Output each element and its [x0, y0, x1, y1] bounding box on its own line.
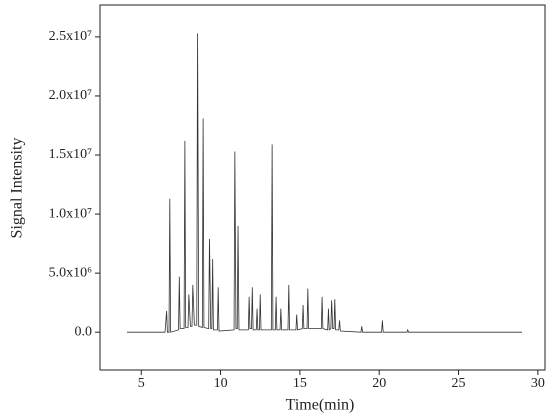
y-tick-label: 1.5x10⁷ — [49, 147, 93, 162]
x-tick-label: 30 — [531, 376, 545, 391]
plot-frame — [99, 4, 546, 371]
y-tick-label: 5.0x10⁶ — [49, 265, 93, 280]
x-tick-label: 25 — [452, 376, 466, 391]
y-tick-label: 1.0x10⁷ — [49, 206, 93, 221]
y-tick-label: 0.0 — [75, 324, 93, 339]
x-axis-label: Time(min) — [286, 397, 355, 414]
x-tick-label: 15 — [293, 376, 307, 391]
y-axis-label: Signal Intensity — [9, 138, 26, 239]
chromatogram-line — [126, 33, 522, 333]
y-tick-label: 2.5x10⁷ — [49, 29, 93, 44]
x-tick-label: 20 — [372, 376, 386, 391]
y-tick-label: 2.0x10⁷ — [49, 88, 93, 103]
x-tick-label: 5 — [138, 376, 145, 391]
x-tick-label: 10 — [214, 376, 228, 391]
